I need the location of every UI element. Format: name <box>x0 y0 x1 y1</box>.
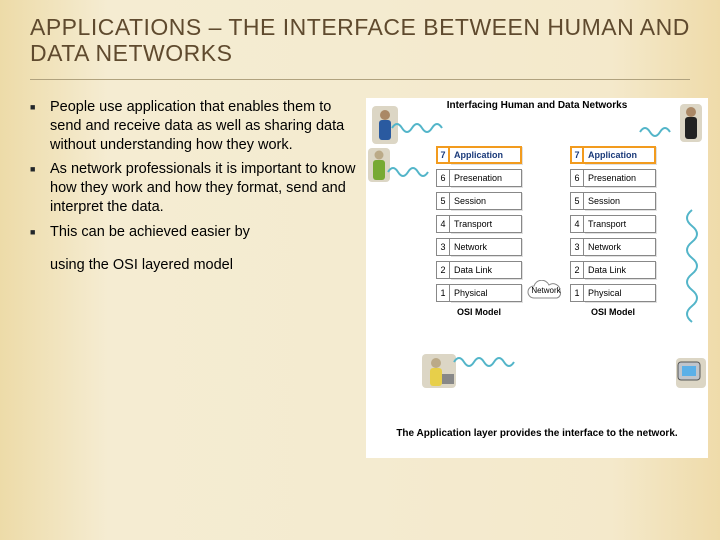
layer-number: 7 <box>570 146 584 164</box>
diagram: Interfacing Human and Data Networks <box>366 98 708 458</box>
osi-layer: 3Network <box>436 238 522 256</box>
content-row: ■ People use application that enables th… <box>0 80 720 458</box>
layer-number: 2 <box>570 261 584 279</box>
osi-layer: 1Physical <box>570 284 656 302</box>
bullet-item: ■ As network professionals it is importa… <box>30 160 360 217</box>
layer-number: 5 <box>570 192 584 210</box>
layer-name: Presenation <box>584 169 656 187</box>
layer-name: Presenation <box>450 169 522 187</box>
osi-layer: 5Session <box>436 192 522 210</box>
layer-number: 7 <box>436 146 450 164</box>
layer-number: 5 <box>436 192 450 210</box>
bullet-symbol: ■ <box>30 98 50 155</box>
layer-number: 1 <box>570 284 584 302</box>
layer-number: 2 <box>436 261 450 279</box>
network-cloud: Network <box>524 280 568 302</box>
layer-name: Network <box>450 238 522 256</box>
osi-layer: 6Presenation <box>570 169 656 187</box>
bullet-symbol: ■ <box>30 160 50 217</box>
layer-name: Session <box>584 192 656 210</box>
stack-label: OSI Model <box>570 307 656 317</box>
layer-number: 3 <box>436 238 450 256</box>
person-icon <box>680 104 702 142</box>
layer-name: Transport <box>584 215 656 233</box>
osi-layer: 5Session <box>570 192 656 210</box>
connection-line <box>676 208 706 338</box>
connection-line <box>638 118 682 148</box>
connection-line <box>452 344 522 374</box>
osi-layer: 1Physical <box>436 284 522 302</box>
osi-layer: 2Data Link <box>570 261 656 279</box>
bullet-list: ■ People use application that enables th… <box>30 98 360 458</box>
layer-name: Transport <box>450 215 522 233</box>
diagram-caption: The Application layer provides the inter… <box>366 428 708 440</box>
device-icon <box>676 358 706 388</box>
connection-line <box>386 154 436 184</box>
connection-line <box>390 118 450 148</box>
layer-name: Application <box>450 146 522 164</box>
layer-number: 1 <box>436 284 450 302</box>
layer-number: 6 <box>436 169 450 187</box>
osi-layer: 7Application <box>570 146 656 164</box>
osi-stack-left: 7Application6Presenation5Session4Transpo… <box>436 146 522 317</box>
osi-stack-right: 7Application6Presenation5Session4Transpo… <box>570 146 656 317</box>
bullet-text: People use application that enables them… <box>50 98 360 155</box>
cloud-label: Network <box>531 286 560 295</box>
bullet-item: ■ People use application that enables th… <box>30 98 360 155</box>
osi-layer: 6Presenation <box>436 169 522 187</box>
bullet-item: ■ This can be achieved easier by <box>30 223 360 242</box>
layer-name: Physical <box>584 284 656 302</box>
layer-name: Network <box>584 238 656 256</box>
osi-layer: 7Application <box>436 146 522 164</box>
osi-layer: 4Transport <box>436 215 522 233</box>
layer-name: Session <box>450 192 522 210</box>
layer-name: Application <box>584 146 656 164</box>
person-icon <box>368 148 390 182</box>
bullet-text: As network professionals it is important… <box>50 160 360 217</box>
bullet-continuation: using the OSI layered model <box>50 256 360 275</box>
osi-layer: 2Data Link <box>436 261 522 279</box>
diagram-heading: Interfacing Human and Data Networks <box>366 100 708 111</box>
bullet-text: This can be achieved easier by <box>50 223 360 242</box>
stack-label: OSI Model <box>436 307 522 317</box>
layer-name: Data Link <box>450 261 522 279</box>
layer-name: Data Link <box>584 261 656 279</box>
osi-layer: 3Network <box>570 238 656 256</box>
osi-layer: 4Transport <box>570 215 656 233</box>
layer-name: Physical <box>450 284 522 302</box>
layer-number: 3 <box>570 238 584 256</box>
slide-title: APPLICATIONS – THE INTERFACE BETWEEN HUM… <box>0 0 720 75</box>
bullet-symbol: ■ <box>30 223 50 242</box>
person-icon <box>372 106 398 144</box>
layer-number: 4 <box>436 215 450 233</box>
person-icon <box>422 354 456 388</box>
layer-number: 6 <box>570 169 584 187</box>
layer-number: 4 <box>570 215 584 233</box>
